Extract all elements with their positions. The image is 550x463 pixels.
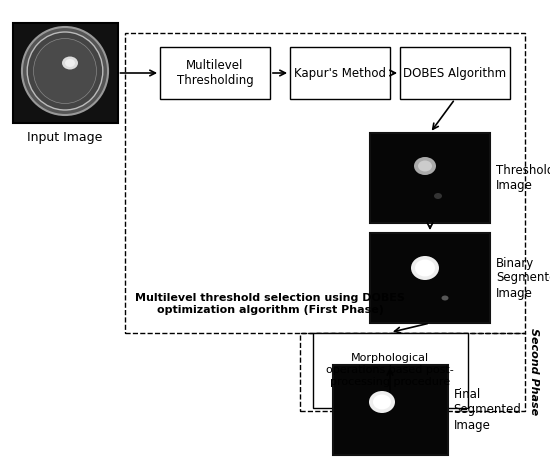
Ellipse shape: [411, 256, 439, 280]
Ellipse shape: [62, 56, 78, 69]
Bar: [370, 233, 490, 323]
Text: Threshold
Image: Threshold Image: [496, 164, 550, 192]
Bar: [300, 333, 525, 411]
Ellipse shape: [65, 59, 75, 67]
Ellipse shape: [434, 193, 442, 199]
Text: Second Phase: Second Phase: [529, 328, 539, 416]
Bar: [290, 47, 390, 99]
Bar: [13, 23, 118, 123]
Bar: [160, 47, 270, 99]
Ellipse shape: [442, 295, 448, 300]
Ellipse shape: [369, 391, 395, 413]
Text: Multilevel threshold selection using DOBES
optimization algorithm (First Phase): Multilevel threshold selection using DOB…: [135, 294, 405, 315]
Ellipse shape: [27, 32, 103, 110]
Text: Multilevel
Thresholding: Multilevel Thresholding: [177, 59, 254, 87]
Text: Morphological
operations based post-
processing procedure: Morphological operations based post- pro…: [326, 353, 454, 387]
Bar: [370, 133, 490, 223]
Bar: [125, 33, 525, 333]
Ellipse shape: [418, 161, 432, 171]
Ellipse shape: [34, 38, 96, 104]
Text: Binary
Segmented
Image: Binary Segmented Image: [496, 257, 550, 300]
Bar: [400, 47, 510, 99]
Text: Input Image: Input Image: [28, 131, 103, 144]
Text: Kapur's Method: Kapur's Method: [294, 67, 386, 80]
Bar: [333, 365, 448, 455]
Text: Final
Segmented
Image: Final Segmented Image: [454, 388, 521, 432]
Ellipse shape: [22, 27, 108, 115]
Text: DOBES Algorithm: DOBES Algorithm: [404, 67, 507, 80]
Ellipse shape: [414, 157, 436, 175]
Ellipse shape: [415, 259, 435, 276]
Bar: [312, 332, 468, 407]
Ellipse shape: [373, 394, 391, 409]
